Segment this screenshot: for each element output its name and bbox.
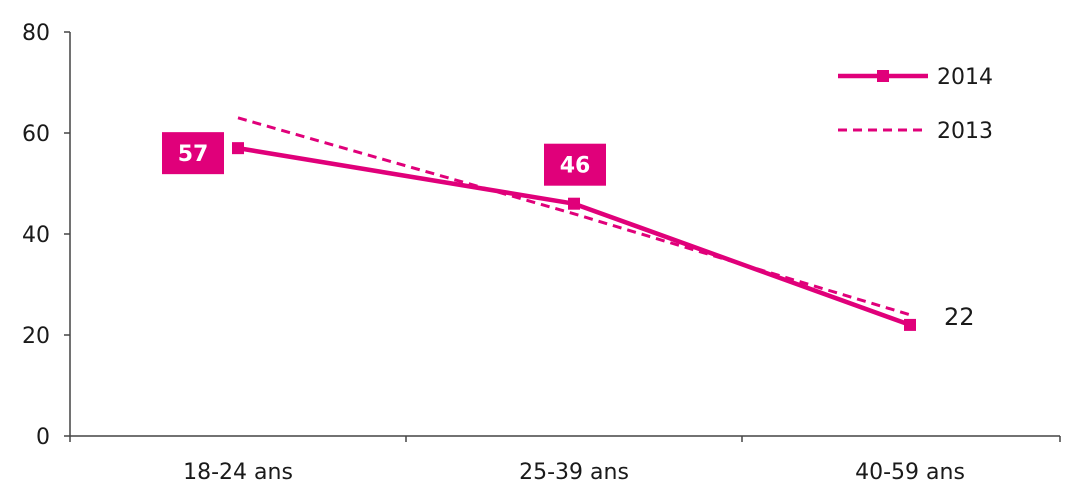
y-tick-label: 0 <box>36 425 50 450</box>
data-label-2014-1: 46 <box>560 154 591 179</box>
data-labels: 57 46 22 <box>162 132 975 331</box>
data-point-2014-2 <box>904 319 916 331</box>
data-label-2014-0: 57 <box>178 142 209 167</box>
legend-marker-2014 <box>877 70 889 82</box>
legend: 2014 2013 <box>838 65 993 144</box>
y-tick-label: 20 <box>22 324 50 349</box>
y-tick-label: 80 <box>22 21 50 46</box>
data-point-2014-0 <box>232 142 244 154</box>
legend-label-2013: 2013 <box>937 119 993 144</box>
x-tick-label: 25-39 ans <box>519 460 629 481</box>
data-point-2014-1 <box>568 198 580 210</box>
x-tick-label: 18-24 ans <box>183 460 293 481</box>
legend-label-2014: 2014 <box>937 65 993 90</box>
y-tick-label: 60 <box>22 122 50 147</box>
x-tick-label: 40-59 ans <box>855 460 965 481</box>
axes: 0 20 40 60 80 18-24 ans 25-39 ans 40-59 ans <box>22 21 1060 481</box>
y-tick-label: 40 <box>22 223 50 248</box>
data-label-2014-2: 22 <box>944 303 975 331</box>
